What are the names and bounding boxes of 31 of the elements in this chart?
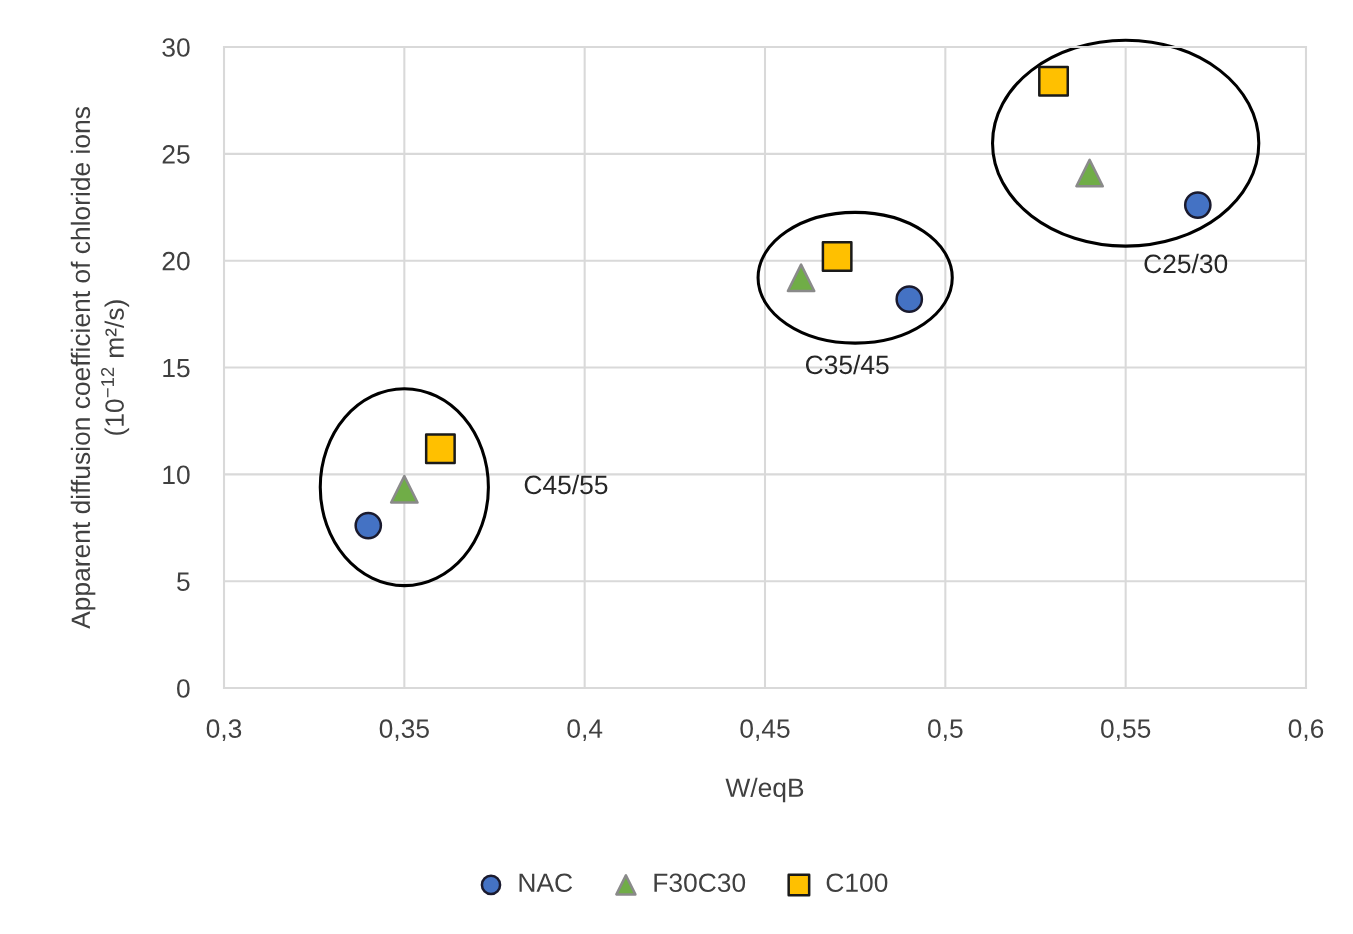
annotation: C35/45: [805, 354, 889, 375]
x-tick-label: 0,55: [1101, 719, 1151, 742]
point: [1183, 191, 1212, 219]
legend-label: F30C30: [654, 873, 746, 893]
x-tick-label: 0,3: [206, 719, 242, 742]
legend-label: NAC: [519, 873, 573, 893]
point: [821, 240, 853, 272]
x-tick-label: 0,6: [1288, 719, 1324, 742]
y-tick-label: 30: [162, 38, 190, 57]
x-tick-label: 0,5: [928, 719, 963, 742]
point: [786, 263, 816, 293]
x-tick-label: 0,45: [740, 719, 790, 742]
x-axis-title: W/eqB: [725, 777, 804, 803]
y-tick-label: 20: [162, 251, 190, 271]
y-tick-label: 5: [177, 572, 190, 591]
point: [389, 474, 419, 504]
legend-label: C100: [826, 873, 888, 893]
annotation: C45/55: [524, 474, 608, 495]
point: [1075, 158, 1105, 188]
y-axis-title: Apparent diffusion coefficient of chloride ions (10$^{−12}$ m²/s): [70, 107, 130, 629]
y-tick-label: 10: [163, 465, 190, 485]
y-tick-label: 15: [163, 358, 190, 378]
point: [354, 511, 383, 540]
annotation: C25/30: [1144, 253, 1228, 274]
x-tick-label: 0,4: [567, 719, 603, 742]
y-tick-label: 0: [177, 679, 190, 698]
point: [895, 285, 924, 313]
x-tick-label: 0,35: [379, 719, 429, 742]
y-tick-label: 25: [162, 144, 190, 164]
point: [424, 433, 456, 465]
point: [1038, 65, 1070, 97]
